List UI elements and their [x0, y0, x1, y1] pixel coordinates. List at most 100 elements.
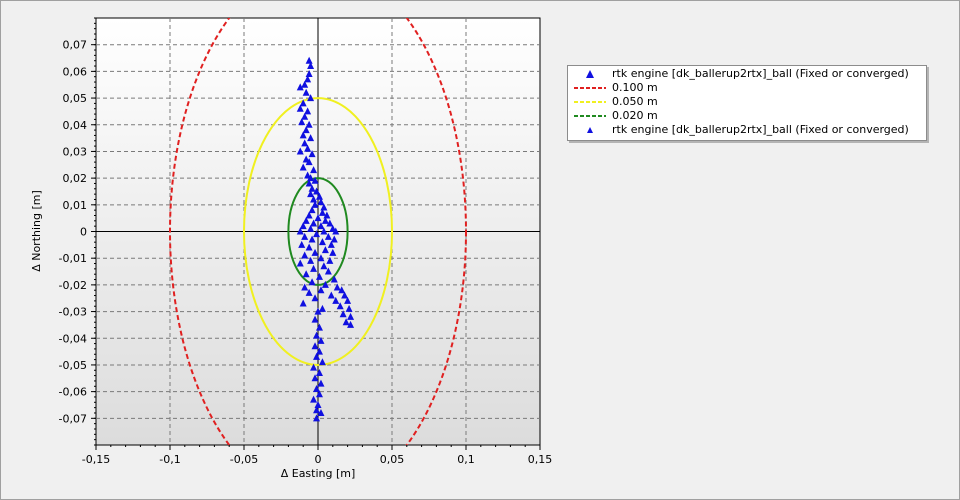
y-tick-label: -0,04 — [59, 332, 87, 345]
data-point — [341, 291, 349, 299]
y-axis-ticks: 0,07 0,06 0,05 0,04 0,03 0,02 0,01 0 -0,01 -0,02 -… — [59, 17, 96, 446]
data-point — [315, 272, 323, 280]
y-axis-title: Δ Northing [m] — [30, 190, 43, 272]
y-tick-label: 0,04 — [63, 119, 88, 132]
y-tick-label: -0,03 — [59, 306, 87, 319]
data-point — [324, 232, 332, 240]
dashed-line-icon — [574, 101, 606, 103]
data-point — [296, 147, 304, 155]
data-point — [305, 120, 313, 128]
data-point — [296, 259, 304, 267]
legend-label: 0.050 m — [612, 95, 658, 108]
data-point — [305, 158, 313, 166]
accuracy-circle-0100 — [169, 18, 467, 445]
data-point — [307, 174, 315, 182]
data-point — [311, 374, 319, 382]
data-point — [317, 408, 325, 416]
data-point — [315, 323, 323, 331]
data-point — [315, 368, 323, 376]
data-point — [323, 211, 331, 219]
data-point — [327, 240, 335, 248]
legend-item: 0.100 m — [568, 81, 924, 95]
data-point — [344, 296, 352, 304]
data-point — [311, 200, 319, 208]
data-point — [299, 163, 307, 171]
y-tick-label: -0,06 — [59, 386, 87, 399]
data-point — [310, 363, 318, 371]
dashed-line-icon — [574, 115, 606, 117]
data-point — [313, 187, 321, 195]
data-point — [310, 395, 318, 403]
data-point — [332, 296, 340, 304]
accuracy-circles — [169, 18, 467, 445]
legend-label: 0.020 m — [612, 109, 658, 122]
data-point — [307, 134, 315, 142]
data-point — [318, 208, 326, 216]
data-point — [321, 216, 329, 224]
legend-item: rtk engine [dk_ballerup2rtx]_ball (Fixed… — [568, 123, 924, 137]
data-point — [311, 294, 319, 302]
data-point — [310, 219, 318, 227]
y-tick-label: -0,01 — [59, 252, 87, 265]
y-tick-label: -0,07 — [59, 412, 87, 425]
data-point — [345, 304, 353, 312]
x-tick-label: -0,1 — [159, 453, 180, 466]
data-point — [308, 150, 316, 158]
x-axis-title: Δ Easting [m] — [281, 467, 356, 480]
data-point — [313, 406, 321, 414]
x-tick-label: 0,15 — [528, 453, 553, 466]
data-point — [301, 112, 309, 120]
data-point — [313, 230, 321, 238]
x-tick-label: 0,05 — [380, 453, 405, 466]
x-tick-label: 0,1 — [457, 453, 475, 466]
data-point — [296, 227, 304, 235]
data-point — [296, 83, 304, 91]
data-point — [314, 214, 322, 222]
data-point — [299, 222, 307, 230]
data-point — [307, 190, 315, 198]
data-point — [320, 227, 328, 235]
y-tick-label: -0,05 — [59, 359, 87, 372]
data-point — [299, 99, 307, 107]
legend-item: rtk engine [dk_ballerup2rtx]_ball (Fixed… — [568, 67, 924, 81]
data-point — [347, 312, 355, 320]
y-tick-label: 0,01 — [63, 199, 88, 212]
data-point — [305, 70, 313, 78]
data-point — [326, 219, 334, 227]
data-point — [317, 286, 325, 294]
triangle-marker-icon — [587, 127, 593, 133]
data-point — [315, 390, 323, 398]
data-point — [315, 347, 323, 355]
data-point — [330, 275, 338, 283]
data-point — [342, 318, 350, 326]
y-tick-label: -0,02 — [59, 279, 87, 292]
data-point — [299, 299, 307, 307]
y-tick-label: 0,06 — [63, 65, 88, 78]
data-point — [311, 176, 319, 184]
data-point — [305, 211, 313, 219]
data-point — [304, 144, 312, 152]
data-point — [318, 358, 326, 366]
data-point — [313, 352, 321, 360]
data-point — [307, 62, 315, 70]
legend-label: 0.100 m — [612, 81, 658, 94]
data-point — [336, 302, 344, 310]
data-point — [308, 206, 316, 214]
data-point — [338, 286, 346, 294]
x-tick-label: -0,05 — [230, 453, 258, 466]
data-point — [301, 283, 309, 291]
data-point — [310, 195, 318, 203]
data-point — [307, 224, 315, 232]
data-point — [313, 331, 321, 339]
data-point — [305, 288, 313, 296]
data-point — [327, 291, 335, 299]
data-point — [298, 118, 306, 126]
legend: rtk engine [dk_ballerup2rtx]_ball (Fixed… — [567, 65, 927, 141]
legend-item: 0.020 m — [568, 109, 924, 123]
data-point — [314, 400, 322, 408]
data-point — [330, 235, 338, 243]
data-point — [313, 384, 321, 392]
data-point — [305, 56, 313, 64]
data-point — [304, 107, 312, 115]
